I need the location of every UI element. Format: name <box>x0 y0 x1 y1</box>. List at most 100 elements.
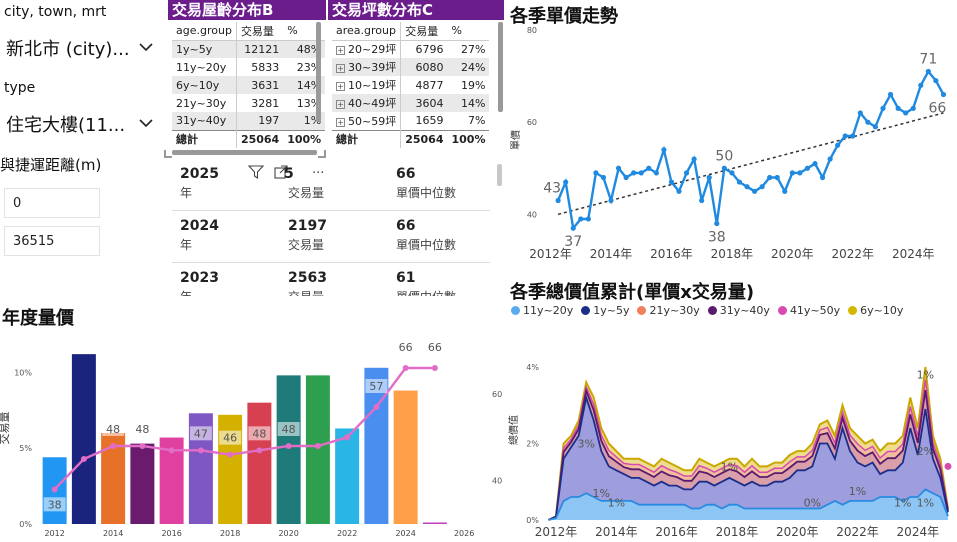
legend-dot <box>581 306 591 315</box>
x-tick-label: 2014 <box>103 529 123 538</box>
total-pct: 100% <box>283 129 326 148</box>
chevron-down-icon[interactable] <box>138 40 154 56</box>
table-row[interactable]: +10~19坪 4877 19% <box>332 76 489 94</box>
focus-corner <box>164 150 172 158</box>
y2-tick-label: 40 <box>492 477 502 486</box>
age-distribution-table: 交易屋齡分布B age.group 交易量 % 1y~5y 12121 48% … <box>168 0 326 158</box>
count-col-header[interactable]: 交易量 <box>235 22 284 41</box>
expand-icon[interactable]: + <box>336 117 345 127</box>
area-table-scrollbar[interactable] <box>498 22 503 112</box>
age-col-header[interactable]: age.group <box>172 22 237 41</box>
data-point <box>729 170 735 176</box>
annual-volume-price-chart[interactable]: 交易量 0% 5% 10% 40 60 2012 2014 2016 2018 2020 2022 20… <box>0 328 505 542</box>
data-label-bg <box>277 422 300 436</box>
bar <box>101 433 126 524</box>
bar <box>335 428 360 524</box>
table-row[interactable]: 21y~30y 3281 13% <box>172 94 325 112</box>
bar <box>130 443 155 524</box>
table-row[interactable]: +20~29坪 6796 27% <box>332 40 489 58</box>
kpi-row: 2025 年 5 交易量 66 單價中位數 <box>172 166 490 212</box>
chevron-down-icon[interactable] <box>138 116 154 132</box>
data-point <box>751 188 758 194</box>
kpi-median: 66 <box>396 166 416 182</box>
focus-mode-icon[interactable] <box>274 164 288 183</box>
pct-col-header[interactable]: % <box>447 22 490 41</box>
line-31y-40y <box>548 387 949 521</box>
kpi-volume-label: 交易量 <box>288 288 324 296</box>
count-col-header[interactable]: 交易量 <box>400 22 448 41</box>
kpi-year: 2025 <box>180 166 219 182</box>
kpi-volume: 2563 <box>288 270 327 286</box>
data-point <box>668 179 675 185</box>
data-point <box>910 105 916 111</box>
expand-icon[interactable]: + <box>336 64 345 73</box>
data-point <box>623 174 629 181</box>
table-row[interactable]: +30~39坪 6080 24% <box>332 58 490 76</box>
legend-item[interactable]: 41y~50y <box>777 304 841 317</box>
data-point <box>940 91 947 98</box>
data-point <box>578 216 584 222</box>
row-pct: 7% <box>468 114 486 128</box>
price-line <box>53 366 435 491</box>
distance-min-input[interactable]: 0 <box>4 188 100 218</box>
legend-item[interactable]: 11y~20y <box>511 304 573 317</box>
legend-item[interactable]: 21y~30y <box>637 304 700 317</box>
bar <box>422 522 447 524</box>
data-point <box>842 133 848 139</box>
line-point <box>51 486 58 493</box>
x-tick-label: 2016年 <box>655 525 698 539</box>
area-col-header[interactable]: area.group <box>332 22 401 41</box>
y-axis-label: 總價值 <box>507 415 520 445</box>
data-label: 2% <box>917 445 934 458</box>
data-point <box>819 174 826 181</box>
expand-icon[interactable]: + <box>336 46 345 56</box>
type-slicer-dropdown[interactable]: 住宅大樓(11... <box>0 106 160 142</box>
legend-label: 11y~20y <box>523 304 574 317</box>
legend-label: 41y~50y <box>789 304 841 317</box>
table-row[interactable]: 6y~10y 3631 14% <box>172 76 326 94</box>
pct-col-header[interactable]: % <box>283 22 326 41</box>
city-slicer-dropdown[interactable]: 新北市 (city)... <box>0 30 160 66</box>
data-label: 66 <box>929 101 947 117</box>
x-tick-label: 2018年 <box>711 247 754 261</box>
table-row[interactable]: 1y~5y 12121 48% <box>172 40 326 58</box>
expand-icon[interactable]: + <box>336 100 345 109</box>
price-trend-chart[interactable]: 單價 40 60 80 2012年 2014年 2016年 2018年 2020年 2022年 20… <box>507 22 957 272</box>
kpi-volume-label: 交易量 <box>288 238 325 252</box>
line-point <box>431 365 438 371</box>
row-pct: 27% <box>461 42 486 56</box>
data-label: 43 <box>543 181 561 197</box>
table-row[interactable]: +50~59坪 1659 7% <box>332 112 489 130</box>
x-tick-label: 2012年 <box>529 247 572 261</box>
more-options-icon[interactable]: ··· <box>312 166 325 181</box>
table-row[interactable]: 11y~20y 5833 23% <box>172 58 325 76</box>
row-pct: 23% <box>296 60 322 74</box>
age-table-hscrollbar[interactable] <box>172 150 317 155</box>
table-row[interactable]: +40~49坪 3604 14% <box>332 94 490 112</box>
legend-item[interactable]: 6y~10y <box>848 304 903 317</box>
y-tick-label: 5% <box>19 444 32 453</box>
data-label-bg <box>43 497 66 512</box>
data-label: 1% <box>608 497 625 510</box>
x-tick-label: 2014年 <box>595 525 638 539</box>
distance-max-input[interactable]: 36515 <box>4 226 100 256</box>
line-point <box>110 443 117 449</box>
kpi-scrollbar[interactable] <box>497 164 502 186</box>
y-tick-label: 10% <box>14 368 32 377</box>
table-total-row: 總計 25064 100% <box>332 129 490 148</box>
table-row[interactable]: 31y~40y 197 1% <box>172 112 326 130</box>
legend-item[interactable]: 1y~5y <box>581 304 629 317</box>
age-table-scrollbar[interactable] <box>316 22 321 122</box>
data-point <box>706 174 712 181</box>
data-point <box>570 225 576 231</box>
data-point <box>653 170 659 176</box>
total-value-chart[interactable]: 總價值 0% 2% 4% 2012年 2014年 2016年 2018年 2020年 2022年 2… <box>507 320 957 542</box>
data-label: 47 <box>194 427 208 440</box>
legend-item[interactable]: 31y~40y <box>707 304 770 317</box>
kpi-year-label: 年 <box>180 288 192 296</box>
data-point <box>555 197 561 204</box>
expand-icon[interactable]: + <box>336 82 345 91</box>
data-point <box>903 110 909 116</box>
data-label: 66 <box>428 341 442 354</box>
filter-icon[interactable] <box>247 164 265 183</box>
